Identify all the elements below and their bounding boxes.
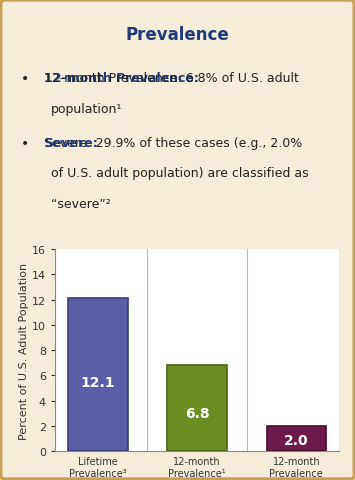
Text: •: • [21,136,29,150]
Bar [68,299,127,451]
Text: Prevalence: Prevalence [126,26,229,44]
Text: 6.8: 6.8 [185,406,209,420]
Text: 12.1: 12.1 [81,376,115,390]
Bar [267,426,326,451]
Text: 12-month Prevalence:: 12-month Prevalence: [44,72,199,85]
Text: Severe:: Severe: [44,136,98,149]
Text: Severe: 29.9% of these cases (e.g., 2.0%: Severe: 29.9% of these cases (e.g., 2.0% [44,136,302,149]
Text: 12-month Prevalence: 6.8% of U.S. adult: 12-month Prevalence: 6.8% of U.S. adult [44,72,299,85]
Text: of U.S. adult population) are classified as: of U.S. adult population) are classified… [51,167,308,180]
Y-axis label: Percent of U.S. Adult Population: Percent of U.S. Adult Population [19,262,29,439]
Bar [167,366,227,451]
Text: population¹: population¹ [51,103,122,116]
Text: “severe”²: “severe”² [51,198,110,211]
Text: 2.0: 2.0 [284,433,308,447]
Text: •: • [21,72,29,86]
